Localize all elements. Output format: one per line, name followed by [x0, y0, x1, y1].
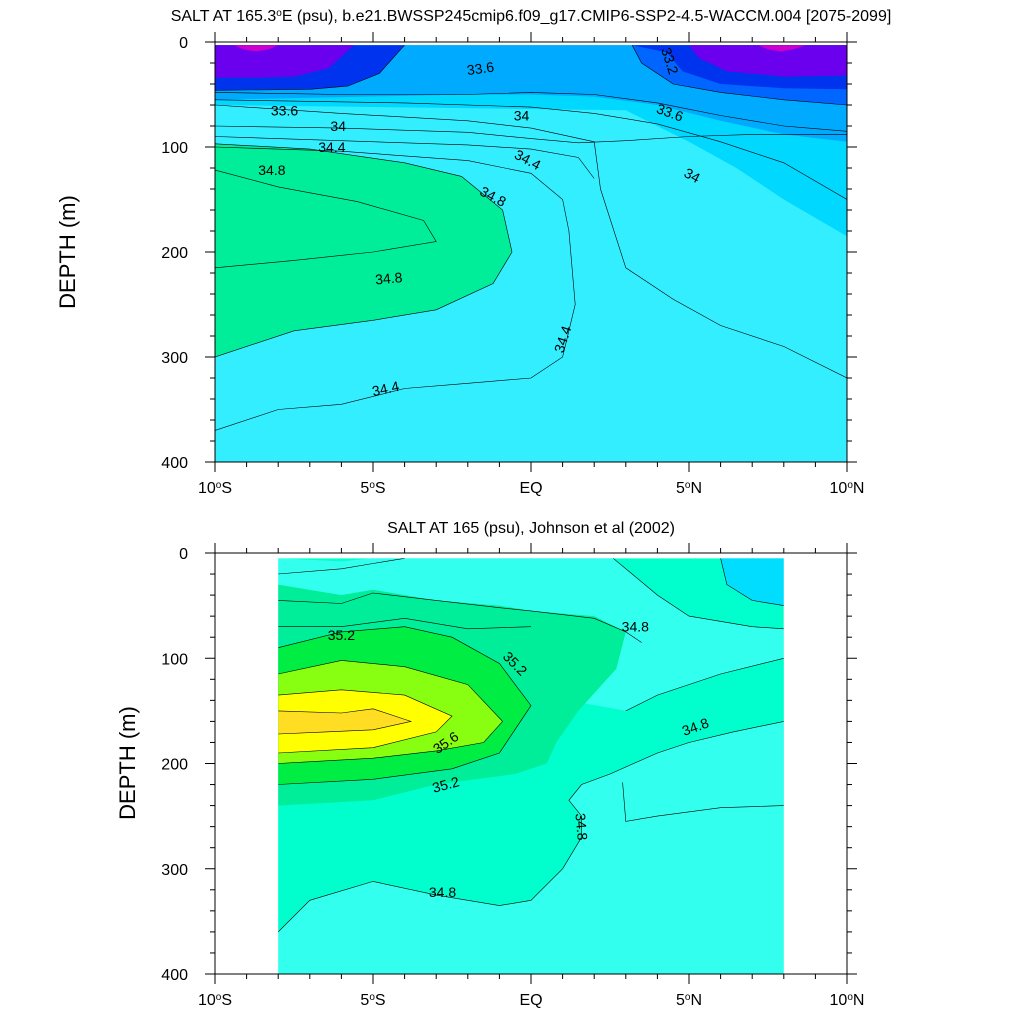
top-panel-contour-label-8: 34 [682, 165, 703, 187]
bottom-panel-y-tick-label-4: 400 [161, 967, 188, 984]
top-panel-contour-line-7 [215, 92, 847, 132]
bottom-panel-x-tick-label-3: 5oN [676, 992, 702, 1010]
bottom-panel-contour-line-10 [720, 558, 784, 606]
top-panel-contour-label-text-8: 34 [682, 165, 703, 187]
top-panel-contour-line-5 [215, 125, 847, 144]
top-panel-contour-label-text-2: 33.6 [271, 102, 298, 118]
top-panel-band-6 [215, 45, 354, 78]
top-panel-contour-label-11: 34.8 [375, 269, 404, 287]
bottom-panel-contour-line-1 [278, 592, 642, 643]
bottom-panel-band-8 [278, 708, 411, 734]
bottom-panel-contour-line-7 [278, 721, 784, 933]
bottom-panel-contour-label-text-0: 35.2 [328, 627, 355, 643]
bottom-panel-contour-line-8 [622, 782, 784, 822]
top-panel-y-tick-label-1: 100 [161, 140, 188, 157]
top-panel-contour-label-text-4: 34 [514, 108, 530, 124]
bottom-panel-contour-label-2: 34.8 [622, 619, 649, 635]
bottom-panel-contour-line-4 [278, 660, 504, 764]
top-panel-contour-label-3: 34 [330, 118, 346, 134]
bottom-panel-x-tick-label-4: 10oN [830, 992, 865, 1010]
top-panel-y-tick-label-3: 300 [161, 350, 188, 367]
top-panel-contour-label-13: 34.4 [371, 378, 401, 399]
top-panel-contour-label-text-9: 34.8 [258, 162, 285, 178]
top-panel-contour-line-6 [215, 136, 595, 179]
bottom-panel-contour-line-5 [278, 689, 453, 754]
top-panel-x-tick-label-2: EQ [519, 480, 542, 497]
bottom-panel-contour-line-9 [613, 558, 784, 630]
bottom-panel-contour-label-text-5: 35.2 [430, 773, 461, 796]
bottom-panel-y-tick-label-0: 0 [179, 546, 188, 563]
bottom-panel-contour-line-0 [278, 558, 405, 575]
top-panel-y-tick-label-0: 0 [179, 35, 188, 52]
top-panel: SALT AT 165.3oE (psu), b.e21.BWSSP245cmi… [55, 8, 891, 498]
bottom-panel-contour-label-text-6: 34.8 [572, 812, 590, 841]
top-panel-x-tick-label-3: 5oN [676, 480, 702, 498]
bottom-panel-x-tick-label-2: EQ [519, 992, 542, 1009]
bottom-panel-band-9 [720, 558, 784, 606]
top-panel-band-7 [689, 45, 847, 77]
bottom-panel-contour-line-2 [278, 617, 532, 630]
bottom-panel-x-tick-label-1: 5oS [360, 992, 385, 1010]
top-panel-contour-label-4: 34 [514, 108, 530, 124]
bottom-panel-y-axis-label: DEPTH (m) [115, 706, 140, 820]
top-panel-band-9 [758, 45, 806, 52]
top-panel-contour-line-9 [631, 45, 847, 106]
bottom-panel-contour-line-6 [278, 708, 413, 735]
top-panel-contour-label-text-6: 34.4 [318, 139, 345, 155]
top-panel-x-tick-label-4: 10oN [830, 480, 865, 498]
top-panel-contour-label-text-0: 33.6 [466, 58, 495, 78]
bottom-panel-y-tick-label-1: 100 [161, 651, 188, 668]
top-panel-contour-line-2 [215, 169, 437, 269]
top-panel-y-tick-label-2: 200 [161, 245, 188, 262]
top-panel-band-11 [215, 143, 512, 357]
bottom-panel-contour-line-3 [278, 626, 532, 785]
bottom-panel-title: SALT AT 165 (psu), Johnson et al (2002) [387, 520, 675, 537]
bottom-panel-contour-label-text-7: 34.8 [429, 884, 456, 900]
bottom-panel-contour-label-7: 34.8 [429, 884, 456, 900]
top-panel-contour-label-0: 33.6 [466, 58, 495, 78]
bottom-panel-plot-area: 35.235.234.834.835.635.234.834.8 [278, 558, 784, 974]
top-panel-contour-line-1 [215, 143, 513, 358]
top-panel-band-0 [215, 45, 847, 462]
bottom-panel-x-tick-label-0: 10oS [198, 992, 232, 1010]
top-panel-y-tick-label-4: 400 [161, 455, 188, 472]
top-panel-contour-line-0 [215, 146, 576, 431]
top-panel-contour-label-2: 33.6 [271, 102, 298, 118]
bottom-panel-contour-label-6: 34.8 [572, 812, 590, 841]
top-panel-contour-label-6: 34.4 [318, 139, 345, 155]
top-panel-contour-label-9: 34.8 [258, 162, 285, 178]
bottom-panel-band-3 [622, 721, 784, 822]
bottom-panel: SALT AT 165 (psu), Johnson et al (2002) … [115, 520, 864, 1009]
bottom-panel-contour-label-5: 35.2 [430, 773, 461, 796]
bottom-panel-contour-label-text-2: 34.8 [622, 619, 649, 635]
bottom-panel-y-tick-label-3: 300 [161, 862, 188, 879]
top-panel-band-8 [234, 45, 279, 52]
bottom-panel-y-tick-label-2: 200 [161, 757, 188, 774]
top-panel-contour-label-text-3: 34 [330, 118, 346, 134]
bottom-panel-contour-label-0: 35.2 [328, 627, 355, 643]
top-panel-title: SALT AT 165.3oE (psu), b.e21.BWSSP245cmi… [171, 8, 892, 26]
bottom-panel-contour-line-11 [625, 658, 784, 712]
top-panel-contour-line-4 [215, 99, 847, 200]
top-panel-y-axis-label: DEPTH (m) [55, 195, 80, 309]
top-panel-contour-label-text-11: 34.8 [375, 269, 404, 287]
top-panel-x-tick-label-1: 5oS [360, 480, 385, 498]
top-panel-contour-line-3 [215, 104, 847, 379]
top-panel-contour-label-text-13: 34.4 [371, 378, 401, 399]
top-panel-contour-line-8 [215, 45, 405, 91]
top-panel-x-tick-label-0: 10oS [198, 480, 232, 498]
